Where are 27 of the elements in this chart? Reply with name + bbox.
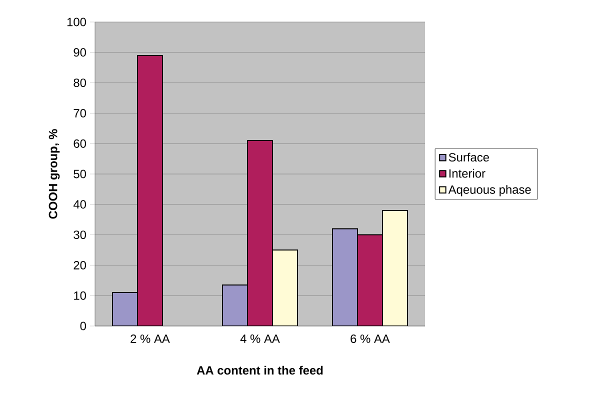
y-tick-label: 30 <box>74 230 86 240</box>
x-tick-label: 4 % AA <box>240 334 280 343</box>
y-tick-label: 90 <box>74 48 86 57</box>
bar <box>137 54 163 326</box>
y-tick-label: 100 <box>67 18 86 26</box>
y-axis-title: COOH group, % <box>48 129 60 219</box>
y-tick-label: 40 <box>73 200 86 209</box>
y-tick-label: 80 <box>74 78 86 88</box>
bar <box>272 250 298 326</box>
bar <box>222 284 248 326</box>
legend-label: Interior <box>449 168 486 178</box>
y-tick-label: 50 <box>74 170 86 178</box>
bar <box>357 234 383 326</box>
x-tick-label: 6 % AA <box>350 334 390 343</box>
legend-label: Surface <box>448 152 489 162</box>
x-axis-title: AA content in the feed <box>196 366 323 375</box>
y-tick-label: 60 <box>74 139 86 148</box>
bar <box>382 210 408 326</box>
bar <box>112 292 138 326</box>
y-tick-label: 70 <box>74 108 86 118</box>
bar <box>332 228 358 326</box>
y-tick-label: 10 <box>74 291 86 300</box>
y-tick-label: 20 <box>74 260 86 270</box>
bar <box>247 140 273 326</box>
legend-label: Aqeuous phase <box>448 185 531 196</box>
y-tick-label: 0 <box>80 322 86 330</box>
x-tick-label: 2 % AA <box>130 334 170 343</box>
